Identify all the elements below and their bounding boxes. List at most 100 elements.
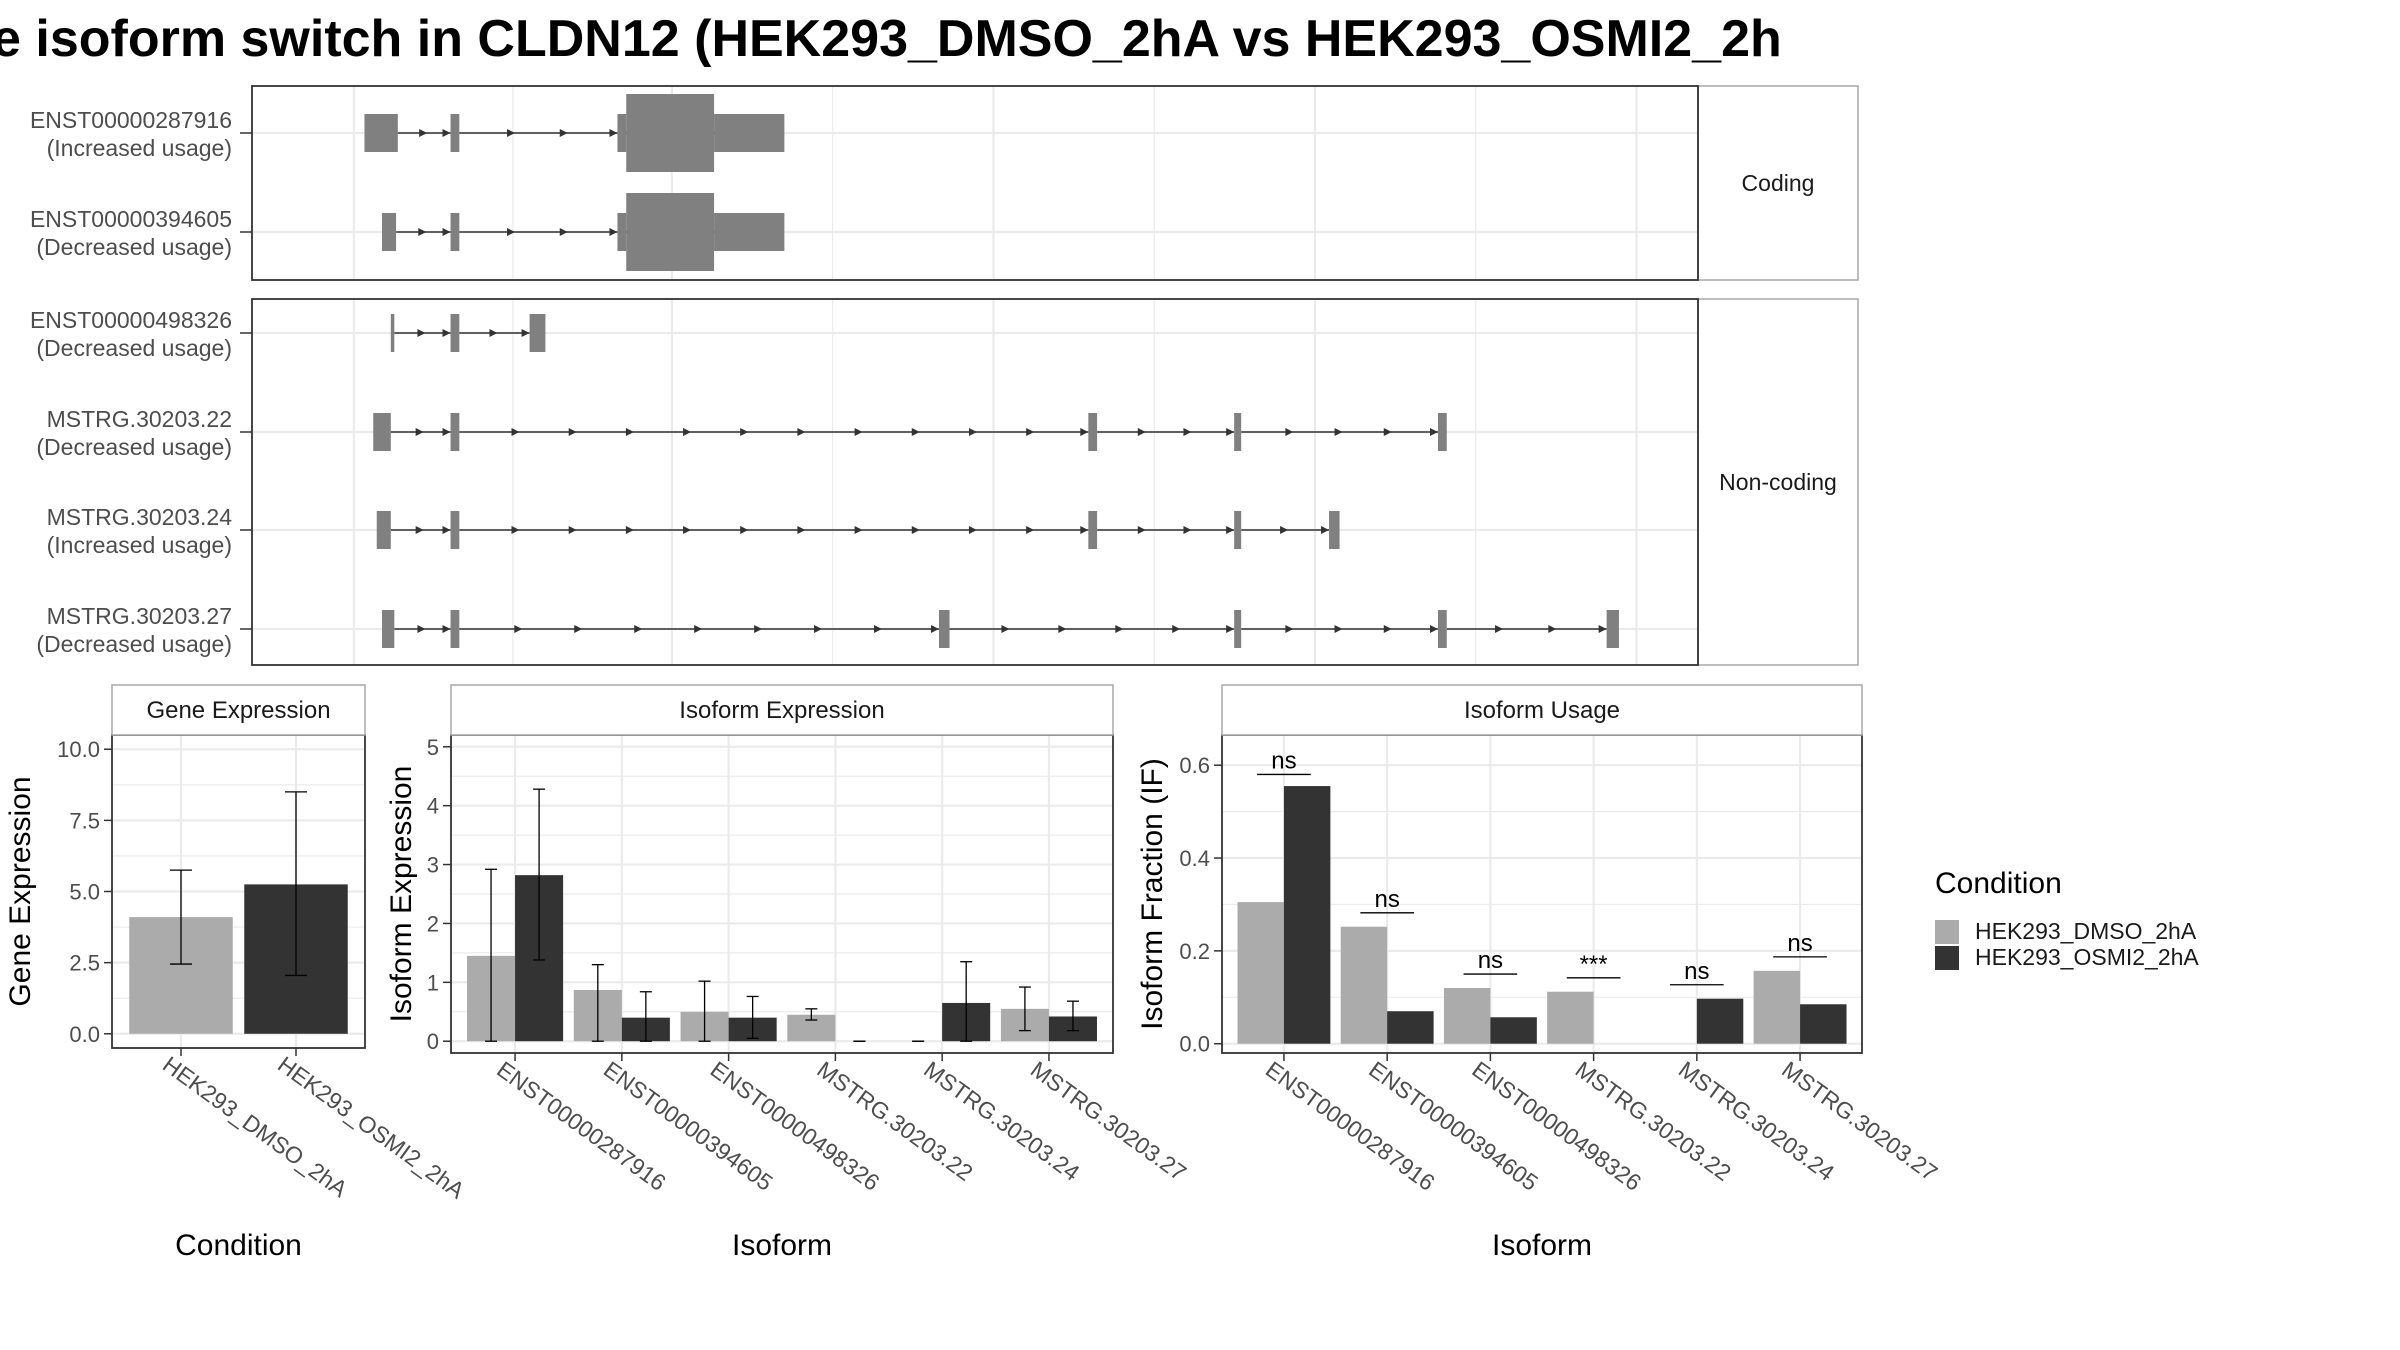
legend-label: HEK293_DMSO_2hA xyxy=(1975,918,2197,944)
exon xyxy=(390,314,395,352)
exon xyxy=(364,114,398,152)
intron-arrow xyxy=(415,428,424,436)
exon xyxy=(1234,511,1242,549)
intron-arrow xyxy=(854,526,863,534)
facet-0: Coding xyxy=(252,85,1859,281)
bar xyxy=(1237,902,1284,1044)
intron-arrow xyxy=(489,329,498,337)
significance-label: ns xyxy=(1787,930,1812,957)
intron-arrow xyxy=(1495,625,1504,633)
isoform-track: MSTRG.30203.22(Decreased usage) xyxy=(36,406,1447,460)
intron-arrow xyxy=(1321,526,1330,534)
exon xyxy=(1234,610,1242,648)
panel-border xyxy=(251,85,1699,281)
exon xyxy=(714,114,785,152)
intron-arrow xyxy=(521,329,530,337)
isoform-usage-label: (Decreased usage) xyxy=(36,335,232,361)
y-tick-label: 0 xyxy=(427,1029,439,1054)
exon xyxy=(626,193,715,271)
isoform-id-label: MSTRG.30203.24 xyxy=(47,504,233,530)
intron-arrow xyxy=(442,526,451,534)
panel-strip xyxy=(111,684,366,736)
exon xyxy=(617,114,627,152)
intron-arrow xyxy=(1080,428,1089,436)
x-axis-title: Condition xyxy=(175,1229,302,1262)
intron-arrow xyxy=(1285,428,1294,436)
y-tick-label: 0.2 xyxy=(1179,939,1210,964)
intron-arrow xyxy=(683,428,692,436)
isoform-usage-label: (Increased usage) xyxy=(47,532,232,558)
intron-arrow xyxy=(968,428,977,436)
intron-arrow xyxy=(968,526,977,534)
exon xyxy=(617,213,627,251)
intron-arrow xyxy=(625,428,634,436)
y-tick-label: 0.0 xyxy=(69,1022,100,1047)
intron-arrow xyxy=(854,428,863,436)
legend-title: Condition xyxy=(1935,867,2062,900)
exon xyxy=(1234,413,1242,451)
intron-arrow xyxy=(1137,428,1146,436)
significance-label: ns xyxy=(1271,747,1296,774)
intron-arrow xyxy=(797,428,806,436)
isoform-id-label: ENST00000394605 xyxy=(30,206,232,232)
intron-arrow xyxy=(740,526,749,534)
y-tick-label: 4 xyxy=(427,794,439,819)
significance-label: ns xyxy=(1374,886,1399,913)
intron-arrow xyxy=(442,228,451,236)
intron-arrow xyxy=(634,625,643,633)
intron-arrow xyxy=(1429,428,1438,436)
panel-border xyxy=(251,298,1699,666)
intron-arrow xyxy=(930,625,939,633)
bar xyxy=(1490,1017,1537,1044)
bar xyxy=(1753,970,1801,1044)
intron-arrow xyxy=(415,526,424,534)
bar xyxy=(1443,988,1491,1044)
intron-arrow xyxy=(559,129,568,137)
y-tick-label: 2.5 xyxy=(69,951,100,976)
y-tick-label: 0.6 xyxy=(1179,753,1210,778)
intron-arrow xyxy=(609,129,618,137)
isoform-id-label: ENST00000498326 xyxy=(30,307,232,333)
intron-arrow xyxy=(1285,625,1294,633)
intron-arrow xyxy=(418,228,427,236)
exon xyxy=(450,610,460,648)
significance-label: ns xyxy=(1478,947,1503,974)
exon xyxy=(373,413,391,451)
intron-arrow xyxy=(1058,625,1067,633)
x-axis-title: Isoform xyxy=(1492,1229,1592,1262)
panel-strip xyxy=(450,684,1114,736)
facet-strip xyxy=(1697,85,1859,281)
significance-label: ns xyxy=(1684,958,1709,985)
intron-arrow xyxy=(740,428,749,436)
exon xyxy=(714,213,785,251)
intron-arrow xyxy=(1598,625,1607,633)
bar xyxy=(1696,998,1744,1044)
exon xyxy=(450,511,460,549)
y-tick-label: 5 xyxy=(427,735,439,760)
intron-arrow xyxy=(514,625,523,633)
isoform-id-label: MSTRG.30203.22 xyxy=(47,406,232,432)
panel-strip-label: Isoform Usage xyxy=(1464,697,1620,724)
plot-title: e isoform switch in CLDN12 (HEK293_DMSO_… xyxy=(0,10,1782,68)
intron-arrow xyxy=(574,625,583,633)
intron-arrow xyxy=(1226,625,1235,633)
intron-arrow xyxy=(1183,428,1192,436)
isoform-id-label: MSTRG.30203.27 xyxy=(47,603,232,629)
bar xyxy=(1800,1004,1847,1044)
isoform-track: ENST00000394605(Decreased usage) xyxy=(30,193,785,271)
y-tick-label: 10.0 xyxy=(57,737,100,762)
exon xyxy=(1329,511,1340,549)
y-tick-label: 5.0 xyxy=(69,880,100,905)
isoform-track: ENST00000498326(Decreased usage) xyxy=(30,307,546,361)
exon xyxy=(1088,511,1098,549)
bar xyxy=(1340,926,1388,1044)
intron-arrow xyxy=(911,428,920,436)
intron-arrow xyxy=(507,129,516,137)
intron-arrow xyxy=(911,526,920,534)
intron-arrow xyxy=(417,625,426,633)
intron-arrow xyxy=(1226,526,1235,534)
intron-arrow xyxy=(511,526,520,534)
intron-arrow xyxy=(1280,526,1289,534)
